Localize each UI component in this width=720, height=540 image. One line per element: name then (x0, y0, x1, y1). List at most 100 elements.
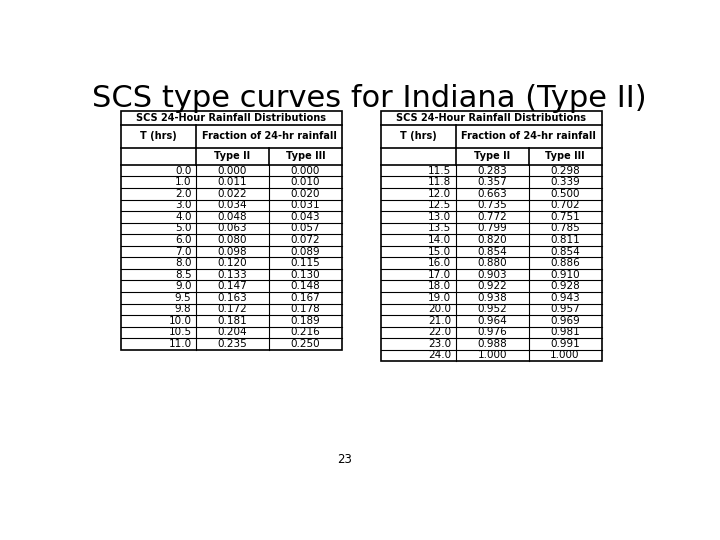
Text: 13.0: 13.0 (428, 212, 451, 222)
Text: 0.043: 0.043 (291, 212, 320, 222)
Text: 0.034: 0.034 (217, 200, 248, 210)
Text: 0.854: 0.854 (477, 247, 507, 256)
Text: 0.072: 0.072 (291, 235, 320, 245)
Text: 0.189: 0.189 (291, 316, 320, 326)
Text: T (hrs): T (hrs) (140, 131, 177, 141)
Text: 0.204: 0.204 (217, 327, 248, 338)
Text: 9.0: 9.0 (175, 281, 192, 291)
Text: 24.0: 24.0 (428, 350, 451, 361)
Text: 9.5: 9.5 (175, 293, 192, 303)
Text: 10.5: 10.5 (168, 327, 192, 338)
Text: 20.0: 20.0 (428, 304, 451, 314)
Text: 0.283: 0.283 (477, 166, 507, 176)
Text: 0.022: 0.022 (217, 189, 248, 199)
Text: 0.011: 0.011 (217, 177, 248, 187)
Text: 0.298: 0.298 (550, 166, 580, 176)
Text: 13.5: 13.5 (428, 224, 451, 233)
Text: 0.938: 0.938 (477, 293, 507, 303)
Text: 0.981: 0.981 (550, 327, 580, 338)
Text: 0.172: 0.172 (217, 304, 248, 314)
Text: 0.063: 0.063 (217, 224, 248, 233)
Text: 0.922: 0.922 (477, 281, 507, 291)
Text: 0.910: 0.910 (550, 269, 580, 280)
Text: 11.5: 11.5 (428, 166, 451, 176)
Text: 0.048: 0.048 (217, 212, 248, 222)
Text: 0.799: 0.799 (477, 224, 507, 233)
Text: 0.785: 0.785 (550, 224, 580, 233)
Text: 0.943: 0.943 (550, 293, 580, 303)
Text: 0.250: 0.250 (291, 339, 320, 349)
Text: 0.702: 0.702 (550, 200, 580, 210)
Text: 2.0: 2.0 (175, 189, 192, 199)
Text: 0.163: 0.163 (217, 293, 248, 303)
Text: 8.5: 8.5 (175, 269, 192, 280)
Bar (121, 111, 342, 350)
Text: 0.098: 0.098 (217, 247, 248, 256)
Text: 23.0: 23.0 (428, 339, 451, 349)
Text: 3.0: 3.0 (175, 200, 192, 210)
Text: 0.133: 0.133 (217, 269, 248, 280)
Text: 12.0: 12.0 (428, 189, 451, 199)
Text: 0.903: 0.903 (477, 269, 507, 280)
Text: 0.080: 0.080 (217, 235, 247, 245)
Text: 16.0: 16.0 (428, 258, 451, 268)
Text: 0.216: 0.216 (291, 327, 320, 338)
Text: 0.991: 0.991 (550, 339, 580, 349)
Text: 0.976: 0.976 (477, 327, 507, 338)
Text: 0.089: 0.089 (291, 247, 320, 256)
Text: 17.0: 17.0 (428, 269, 451, 280)
Text: SCS 24-Hour Rainfall Distributions: SCS 24-Hour Rainfall Distributions (396, 113, 586, 123)
Text: 0.811: 0.811 (550, 235, 580, 245)
Text: 0.500: 0.500 (550, 189, 580, 199)
Text: 0.663: 0.663 (477, 189, 507, 199)
Text: 0.000: 0.000 (291, 166, 320, 176)
Text: 4.0: 4.0 (175, 212, 192, 222)
Text: 0.130: 0.130 (291, 269, 320, 280)
Text: 11.8: 11.8 (428, 177, 451, 187)
Text: 0.031: 0.031 (291, 200, 320, 210)
Text: SCS type curves for Indiana (Type II): SCS type curves for Indiana (Type II) (91, 84, 647, 113)
Text: 22.0: 22.0 (428, 327, 451, 338)
Text: 10.0: 10.0 (168, 316, 192, 326)
Text: Fraction of 24-hr rainfall: Fraction of 24-hr rainfall (462, 131, 596, 141)
Text: 19.0: 19.0 (428, 293, 451, 303)
Text: 14.0: 14.0 (428, 235, 451, 245)
Text: 0.854: 0.854 (550, 247, 580, 256)
Text: 15.0: 15.0 (428, 247, 451, 256)
Text: 0.988: 0.988 (477, 339, 507, 349)
Bar (381, 111, 601, 361)
Text: 1.000: 1.000 (477, 350, 507, 361)
Text: T (hrs): T (hrs) (400, 131, 436, 141)
Text: 0.964: 0.964 (477, 316, 507, 326)
Text: 0.120: 0.120 (217, 258, 248, 268)
Text: SCS 24-Hour Rainfall Distributions: SCS 24-Hour Rainfall Distributions (136, 113, 326, 123)
Text: 0.167: 0.167 (291, 293, 320, 303)
Text: 9.8: 9.8 (175, 304, 192, 314)
Text: 0.0: 0.0 (175, 166, 192, 176)
Text: Type III: Type III (545, 151, 585, 161)
Text: 0.357: 0.357 (477, 177, 507, 187)
Text: 12.5: 12.5 (428, 200, 451, 210)
Text: 0.952: 0.952 (477, 304, 507, 314)
Text: 0.235: 0.235 (217, 339, 248, 349)
Text: 1.0: 1.0 (175, 177, 192, 187)
Text: 0.020: 0.020 (291, 189, 320, 199)
Text: 23: 23 (337, 453, 351, 465)
Text: 8.0: 8.0 (175, 258, 192, 268)
Text: 0.178: 0.178 (291, 304, 320, 314)
Text: 0.886: 0.886 (550, 258, 580, 268)
Text: 18.0: 18.0 (428, 281, 451, 291)
Text: 0.057: 0.057 (291, 224, 320, 233)
Text: 0.880: 0.880 (477, 258, 507, 268)
Text: Type II: Type II (474, 151, 510, 161)
Text: 0.147: 0.147 (217, 281, 248, 291)
Text: 0.772: 0.772 (477, 212, 507, 222)
Text: 0.820: 0.820 (477, 235, 507, 245)
Text: 0.181: 0.181 (217, 316, 248, 326)
Text: 0.735: 0.735 (477, 200, 507, 210)
Text: 0.928: 0.928 (550, 281, 580, 291)
Text: 6.0: 6.0 (175, 235, 192, 245)
Text: 11.0: 11.0 (168, 339, 192, 349)
Text: 21.0: 21.0 (428, 316, 451, 326)
Text: 0.148: 0.148 (291, 281, 320, 291)
